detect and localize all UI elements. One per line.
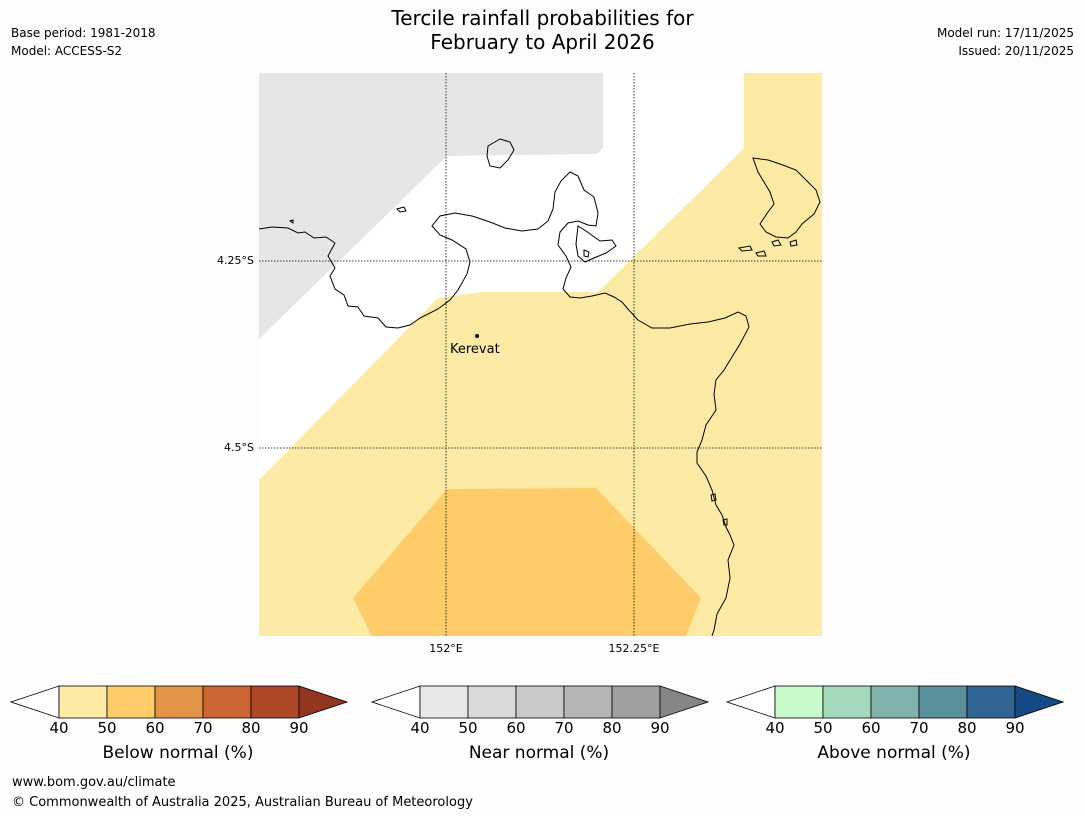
near-normal-colorbar-segment xyxy=(515,685,565,719)
meta-left: Base period: 1981-2018 Model: ACCESS-S2 xyxy=(11,24,156,60)
below-normal-colorbar-tick: 80 xyxy=(241,719,261,737)
coastline-islet-9 xyxy=(288,219,294,224)
coastline-islet-4 xyxy=(755,250,767,257)
near-normal-colorbar-segment xyxy=(419,685,469,719)
meta-right: Model run: 17/11/2025 Issued: 20/11/2025 xyxy=(937,24,1074,60)
title-line-1: Tercile rainfall probabilities for xyxy=(391,6,694,30)
above-normal-colorbar-tick: 40 xyxy=(765,719,785,737)
title-line-2: February to April 2026 xyxy=(430,30,655,54)
coastline-islet-6 xyxy=(789,239,798,247)
near-normal-colorbar xyxy=(370,685,710,723)
coastline-islet-3 xyxy=(737,245,753,252)
above-normal-colorbar-title: Above normal (%) xyxy=(817,743,971,763)
above-normal-colorbar-tick: 80 xyxy=(957,719,977,737)
near-normal-colorbar-segment xyxy=(563,685,613,719)
above-normal-colorbar-under xyxy=(725,685,776,719)
footer-copyright: © Commonwealth of Australia 2025, Austra… xyxy=(12,795,473,810)
below-normal-colorbar-under xyxy=(9,685,60,719)
above-normal-colorbar-tick: 90 xyxy=(1005,719,1025,737)
near-normal-colorbar-tick: 60 xyxy=(506,719,526,737)
below-normal-colorbar-segment xyxy=(154,685,204,719)
coastlines xyxy=(259,138,821,636)
below-normal-colorbar-title: Below normal (%) xyxy=(102,743,254,763)
near-normal-colorbar-under xyxy=(370,685,421,719)
below-normal-colorbar-tick: 90 xyxy=(289,719,309,737)
near-normal-colorbar-svg xyxy=(370,685,710,719)
gridlines xyxy=(259,73,822,636)
above-normal-colorbar-segment xyxy=(870,685,920,719)
coastline-islet-1 xyxy=(396,206,407,213)
below-normal-colorbar-tick: 40 xyxy=(49,719,69,737)
below-normal-colorbar-segment xyxy=(202,685,252,719)
above-normal-colorbar-tick: 60 xyxy=(861,719,881,737)
chart-title: Tercile rainfall probabilities for Febru… xyxy=(0,6,1085,54)
coastline-west-peninsula xyxy=(259,171,750,636)
map-area xyxy=(259,73,822,636)
lon-label-152: 152°E xyxy=(429,642,463,655)
near-normal-colorbar-tick: 80 xyxy=(602,719,622,737)
above-normal-colorbar-segment xyxy=(822,685,872,719)
near-normal-colorbar-tick: 50 xyxy=(458,719,478,737)
issued-date: Issued: 20/11/2025 xyxy=(958,44,1074,58)
below-normal-colorbar-svg xyxy=(9,685,349,719)
near-normal-colorbar-title: Near normal (%) xyxy=(468,743,610,763)
lon-label-152-25: 152.25°E xyxy=(608,642,660,655)
above-normal-colorbar xyxy=(725,685,1065,723)
coastline-islet-7 xyxy=(710,493,717,502)
below-normal-colorbar-tick: 60 xyxy=(145,719,165,737)
coastline-small-island xyxy=(486,138,515,169)
below-normal-colorbar-tick: 50 xyxy=(97,719,117,737)
coastline-northeast-islands xyxy=(752,157,821,239)
coastline-islet-5 xyxy=(771,239,782,247)
near-normal-region xyxy=(259,73,603,339)
coastline-islet-8 xyxy=(722,518,728,526)
near-normal-colorbar-tick: 40 xyxy=(410,719,430,737)
below-normal-region-50 xyxy=(353,488,701,636)
near-normal-colorbar-tick: 90 xyxy=(650,719,670,737)
model-name: Model: ACCESS-S2 xyxy=(11,44,123,58)
below-normal-colorbar-segment xyxy=(106,685,156,719)
above-normal-colorbar-segment xyxy=(774,685,824,719)
above-normal-colorbar-tick: 70 xyxy=(909,719,929,737)
below-normal-region-40 xyxy=(259,73,822,636)
lat-label-4-25: 4.25°S xyxy=(217,254,254,267)
below-normal-colorbar-segment xyxy=(250,685,300,719)
place-label-kerevat: Kerevat xyxy=(450,342,500,357)
above-normal-colorbar-segment xyxy=(966,685,1016,719)
above-normal-colorbar-tick: 50 xyxy=(813,719,833,737)
coastline-inner-inlet xyxy=(575,225,617,263)
above-normal-colorbar-segment xyxy=(918,685,968,719)
below-normal-colorbar xyxy=(9,685,349,723)
footer-url: www.bom.gov.au/climate xyxy=(12,775,176,790)
below-normal-colorbar-over xyxy=(298,685,349,719)
model-run: Model run: 17/11/2025 xyxy=(936,26,1074,40)
below-normal-colorbar-tick: 70 xyxy=(193,719,213,737)
below-normal-colorbar-segment xyxy=(58,685,108,719)
near-normal-colorbar-over xyxy=(659,685,710,719)
coastline-islet-2 xyxy=(583,249,590,258)
kerevat-marker xyxy=(475,334,479,338)
near-normal-colorbar-segment xyxy=(467,685,517,719)
lat-label-4-5: 4.5°S xyxy=(224,441,254,454)
above-normal-colorbar-over xyxy=(1014,685,1065,719)
near-normal-colorbar-segment xyxy=(611,685,661,719)
above-normal-colorbar-svg xyxy=(725,685,1065,719)
near-normal-colorbar-tick: 70 xyxy=(554,719,574,737)
base-period: Base period: 1981-2018 xyxy=(11,26,156,40)
